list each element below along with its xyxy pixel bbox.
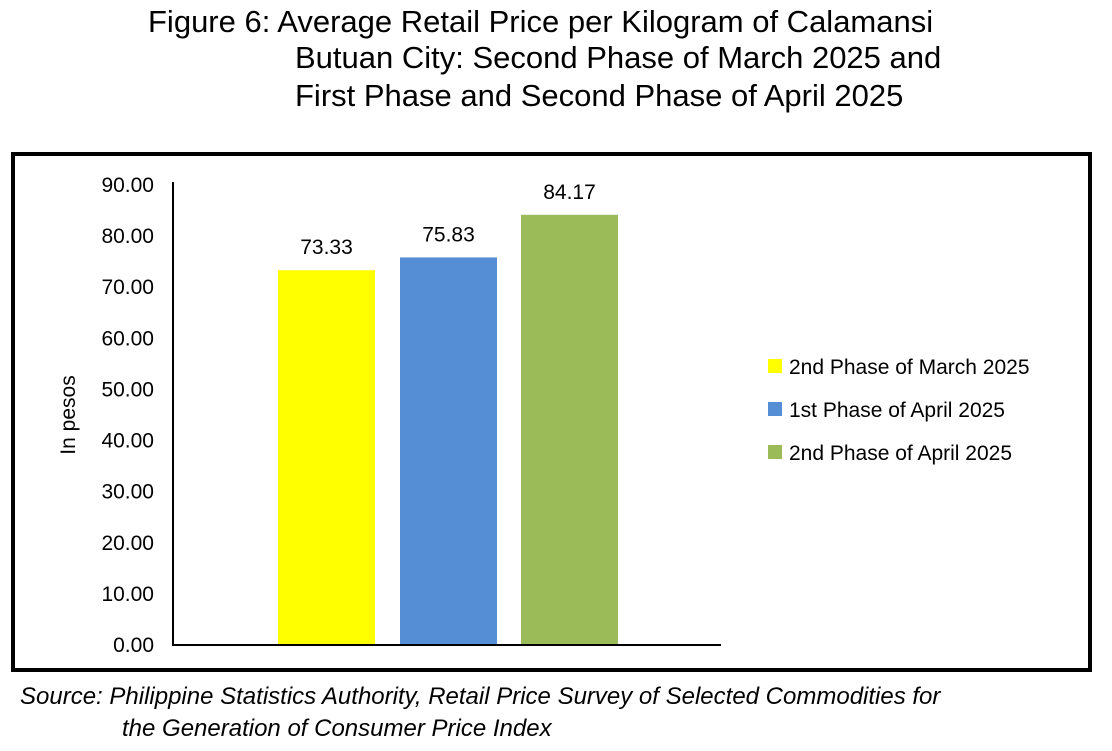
bar [521,214,618,645]
y-tick-label: 60.00 [101,327,154,350]
data-label: 84.17 [543,181,596,204]
y-tick-label: 20.00 [101,532,154,555]
y-axis-label: In pesos [57,375,80,454]
legend-label: 1st Phase of April 2025 [789,399,1005,422]
figure-title-line-3: First Phase and Second Phase of April 20… [295,78,904,113]
y-tick-label: 30.00 [101,481,154,504]
bar [400,257,497,645]
source-note-line-2: the Generation of Consumer Price Index [122,715,552,742]
bar-chart: 0.00 10.00 20.00 30.00 40.00 50.00 60.00 70.00 8… [57,174,1030,657]
figure-title: Figure 6: Average Retail Price per Kilog… [0,4,1112,124]
figure-title-line-1: Figure 6: Average Retail Price per Kilog… [148,4,934,39]
legend-label: 2nd Phase of April 2025 [789,442,1012,465]
data-label: 75.83 [422,223,475,246]
data-label: 73.33 [300,236,353,259]
y-tick-label: 40.00 [101,430,154,453]
legend-swatch [768,445,782,459]
legend-label: 2nd Phase of March 2025 [789,356,1030,379]
y-tick-label: 50.00 [101,378,154,401]
legend-swatch [768,402,782,416]
y-tick-label: 10.00 [101,583,154,606]
figure-title-line-2: Butuan City: Second Phase of March 2025 … [295,40,942,75]
bar [278,270,375,645]
source-note-line-1: Source: Philippine Statistics Authority,… [20,683,941,710]
source-note: Source: Philippine Statistics Authority,… [20,681,1100,745]
y-tick-label: 0.00 [113,634,154,657]
y-tick-label: 80.00 [101,225,154,248]
y-tick-label: 70.00 [101,276,154,299]
legend-swatch [768,359,782,373]
y-tick-label: 90.00 [101,174,154,197]
chart-frame: 0.00 10.00 20.00 30.00 40.00 50.00 60.00 70.00 8… [11,152,1092,672]
